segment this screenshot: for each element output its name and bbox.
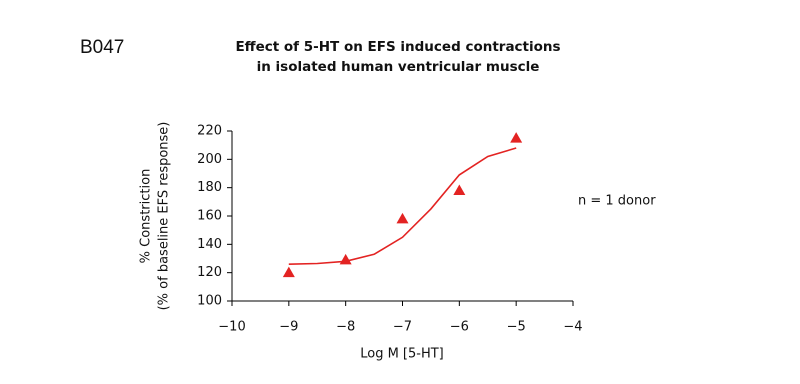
y-tick-label: 100 <box>197 294 222 309</box>
x-tick-label: −10 <box>218 320 245 335</box>
x-tick-label: −7 <box>393 320 412 335</box>
data-point <box>453 184 466 195</box>
fit-curve <box>288 147 517 265</box>
y-axis-label: (% of baseline EFS response) <box>157 122 172 311</box>
x-axis-label: Log M [5-HT] <box>360 347 444 362</box>
x-tick-label: −4 <box>563 320 582 335</box>
chart-title: Effect of 5-HT on EFS induced contractio… <box>235 39 560 55</box>
panel-label: B047 <box>80 37 124 58</box>
y-tick-label: 180 <box>197 180 222 195</box>
data-point <box>510 132 523 143</box>
annotation: n = 1 donor <box>578 194 656 209</box>
x-tick-label: −6 <box>450 320 469 335</box>
x-tick-label: −9 <box>279 320 298 335</box>
data-point <box>396 212 409 224</box>
y-tick-label: 200 <box>197 152 222 167</box>
x-tick-label: −8 <box>336 320 355 335</box>
y-axis-label: % Constriction <box>139 169 154 264</box>
data-point <box>339 253 352 265</box>
y-tick-label: 160 <box>197 209 222 224</box>
y-tick-label: 140 <box>197 237 222 252</box>
y-tick-label: 120 <box>197 265 222 280</box>
y-tick-label: 220 <box>197 124 222 139</box>
x-tick-label: −5 <box>507 320 526 335</box>
data-point <box>282 266 295 278</box>
chart-title: in isolated human ventricular muscle <box>257 59 540 75</box>
